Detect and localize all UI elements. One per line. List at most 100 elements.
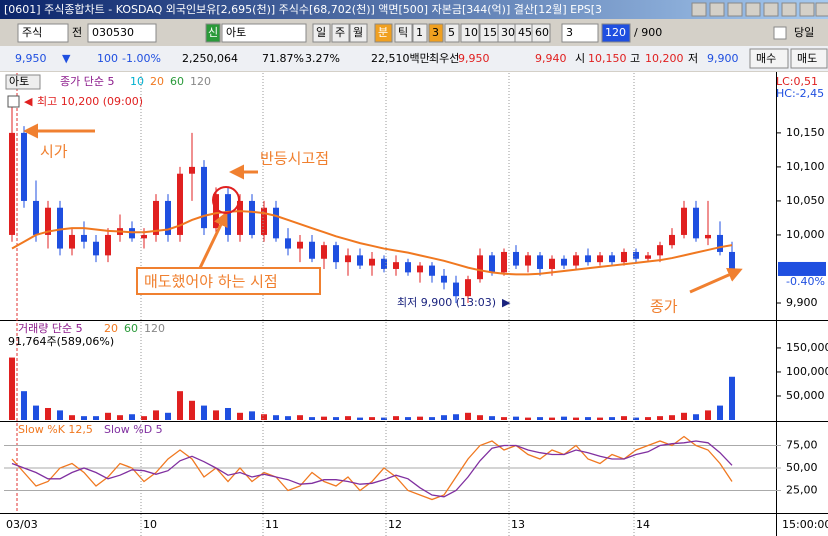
candle-body (573, 255, 579, 266)
candle-body (453, 282, 459, 297)
candle-body (369, 258, 375, 266)
candle-body (585, 255, 591, 263)
volume-bar (117, 415, 123, 420)
volume-bar (561, 416, 567, 420)
period-button[interactable] (349, 23, 368, 43)
checkbox[interactable] (773, 26, 787, 40)
label: 전 (72, 26, 82, 39)
quote-value: 71.87% (262, 52, 304, 65)
window-button[interactable] (799, 2, 815, 17)
ma-legend: 20 (104, 322, 118, 335)
label: 신 (208, 26, 218, 39)
candle-body (165, 200, 171, 235)
window-button[interactable] (745, 2, 761, 17)
interval-button[interactable] (460, 23, 480, 43)
period-label: 주 (335, 26, 345, 39)
candle-body (153, 200, 159, 235)
label: 030530 (92, 26, 134, 39)
sell-button[interactable] (790, 48, 828, 69)
period-button[interactable] (394, 23, 413, 43)
volume-bar (225, 407, 231, 420)
period-button[interactable] (374, 23, 393, 43)
ma-legend: 10 (130, 75, 144, 88)
period-label: 분 (378, 26, 388, 39)
window-button[interactable] (691, 2, 707, 17)
candle-body (381, 258, 387, 269)
candle-body (441, 275, 447, 283)
candle-body (693, 207, 699, 239)
volume-bar (645, 417, 651, 420)
y-tick-label: 25,00 (786, 484, 818, 497)
spin[interactable] (561, 23, 599, 43)
quote-value: 9,940 (535, 52, 567, 65)
interval-button[interactable] (444, 23, 460, 43)
y-tick-label: 50,00 (786, 461, 818, 474)
note: 반등시고점 (260, 150, 329, 168)
window-button[interactable] (815, 2, 828, 17)
label: HC:-2,45 (776, 87, 824, 100)
label: 아토 (9, 75, 29, 88)
candle-body (141, 234, 147, 239)
interval-button[interactable] (412, 23, 428, 43)
candle-body (201, 166, 207, 229)
volume-bar (285, 416, 291, 420)
window-title: [0601] 주식종합차트 - KOSDAQ 외국인보유[2,695(천)] 주… (4, 2, 602, 16)
interval-label: 1 (416, 26, 423, 39)
volume-bar (213, 410, 219, 420)
candle-body (189, 166, 195, 174)
period-button[interactable] (331, 23, 350, 43)
window-button[interactable] (763, 2, 779, 17)
volume-bar (405, 417, 411, 420)
code-input[interactable] (87, 23, 157, 43)
quote-value: 9,950 (458, 52, 490, 65)
candle-body (405, 262, 411, 273)
interval-label: 5 (448, 26, 455, 39)
candle-body (537, 255, 543, 269)
volume-bar (633, 417, 639, 420)
low-note: 최저 9,900 (13:03) (397, 296, 496, 309)
buy-button[interactable] (749, 48, 789, 69)
interval-label: 15 (483, 26, 497, 39)
volume-bar (417, 416, 423, 420)
candle-body (57, 207, 63, 249)
window-button[interactable] (709, 2, 725, 17)
candle-body (681, 207, 687, 235)
quote-value: -1.00% (122, 52, 161, 65)
candle-body (465, 279, 471, 297)
note: 시가 (40, 143, 68, 161)
window-button[interactable] (727, 2, 743, 17)
volume-bar (609, 417, 615, 420)
interval-label: 10 (464, 26, 478, 39)
candle-body (669, 234, 675, 246)
volume-bar (681, 412, 687, 420)
x-tick-label: 10 (143, 518, 157, 531)
period-button[interactable] (312, 23, 331, 43)
candle-body (105, 234, 111, 256)
count-input[interactable] (601, 23, 631, 43)
plot: [0601] 주식종합차트 - KOSDAQ 외국인보유[2,695(천)] 주… (4, 2, 828, 536)
volume-bar (57, 410, 63, 420)
label: 거래량 단순 5 (18, 322, 83, 335)
name-input[interactable] (221, 23, 307, 43)
title-bar (0, 0, 828, 19)
arrow-glyph: ◀ (24, 95, 33, 108)
volume-bar (249, 411, 255, 420)
candle-body (705, 234, 711, 239)
combo[interactable] (17, 23, 69, 43)
volume-bar (141, 416, 147, 420)
candle-body (621, 251, 627, 263)
candle-body (597, 255, 603, 263)
candle-body (81, 234, 87, 242)
button-label: 매도 (797, 52, 817, 65)
candle-body (249, 200, 255, 235)
interval-button[interactable] (531, 23, 551, 43)
volume-bar (381, 417, 387, 420)
volume-bar (513, 416, 519, 420)
candle-body (501, 251, 507, 273)
x-tick-label: 13 (511, 518, 525, 531)
volume-bar (69, 415, 75, 420)
last-change: -0.40% (786, 275, 825, 288)
window-button[interactable] (781, 2, 797, 17)
quote-value: 고 (630, 52, 640, 65)
interval-button[interactable] (428, 23, 444, 43)
